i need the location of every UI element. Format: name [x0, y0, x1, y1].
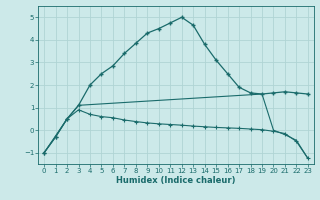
- X-axis label: Humidex (Indice chaleur): Humidex (Indice chaleur): [116, 176, 236, 185]
